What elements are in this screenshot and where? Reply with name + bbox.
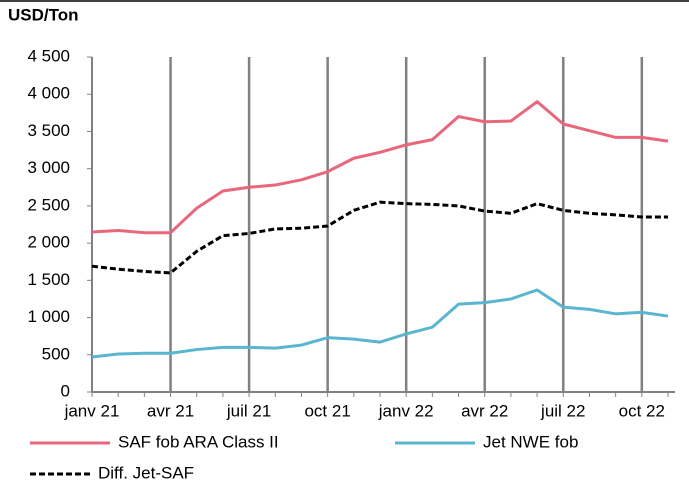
y-tick-label: 0	[61, 381, 70, 400]
y-tick-label: 500	[42, 344, 70, 363]
y-tick-label: 4 500	[27, 46, 70, 65]
legend-label: Jet NWE fob	[483, 432, 578, 451]
x-tick-label: janv 22	[378, 401, 434, 420]
x-tick-label: oct 21	[304, 401, 350, 420]
x-tick-label: oct 22	[619, 401, 665, 420]
y-tick-label: 1 000	[27, 307, 70, 326]
y-tick-label: 2 000	[27, 233, 70, 252]
x-tick-label: avr 21	[147, 401, 194, 420]
x-tick-label: juil 21	[226, 401, 271, 420]
x-tick-label: juil 22	[540, 401, 585, 420]
x-tick-label: janv 21	[64, 401, 120, 420]
series-line	[91, 288, 669, 359]
legend-label: Diff. Jet-SAF	[98, 463, 194, 482]
y-tick-label: 2 500	[27, 195, 70, 214]
x-tick-label: avr 22	[461, 401, 508, 420]
y-tick-label: 1 500	[27, 270, 70, 289]
y-tick-label: 4 000	[27, 84, 70, 103]
legend-label: SAF fob ARA Class II	[118, 432, 279, 451]
chart-title: USD/Ton	[8, 5, 79, 24]
series-line	[91, 200, 668, 275]
y-tick-label: 3 000	[27, 158, 70, 177]
y-tick-label: 3 500	[27, 121, 70, 140]
series-line	[91, 100, 669, 235]
